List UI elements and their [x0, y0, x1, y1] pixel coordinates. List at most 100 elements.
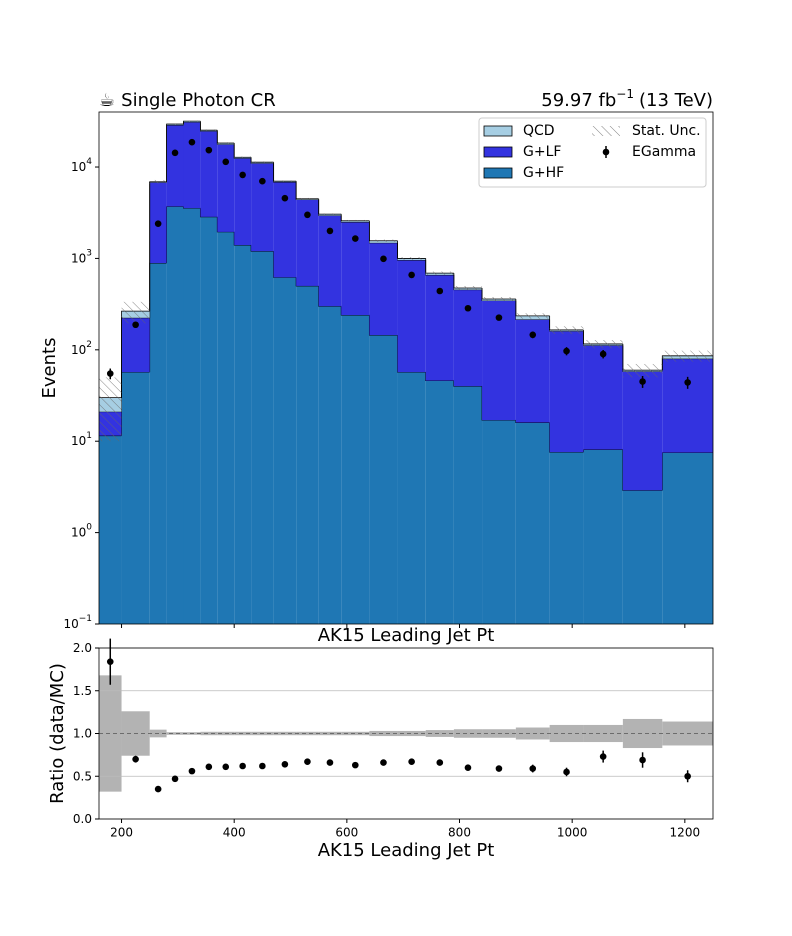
x-tick-label: 1000	[557, 826, 588, 840]
legend-swatch	[592, 126, 620, 136]
stat-unc-band	[453, 286, 483, 291]
data-point	[495, 314, 503, 321]
x-tick-label: 200	[110, 826, 133, 840]
title-text: Single Photon CR	[121, 90, 276, 111]
unc-band	[166, 732, 184, 735]
ratio-point	[171, 775, 179, 783]
stat-unc-band	[549, 326, 584, 334]
stat-unc-band	[234, 156, 252, 159]
data-point	[326, 227, 334, 235]
x-tick-label: 1200	[670, 826, 701, 840]
legend-box	[478, 117, 707, 188]
data-point	[239, 171, 246, 179]
ratio-point	[154, 785, 162, 793]
bar-segment	[515, 422, 550, 624]
bar-segment	[166, 125, 184, 207]
ratio-point	[222, 763, 230, 771]
data-point	[188, 138, 196, 146]
ratio-point	[205, 763, 213, 771]
stat-unc-band	[425, 271, 454, 275]
bar-segment	[273, 277, 297, 624]
bar-segment	[149, 263, 167, 624]
plot-frame	[98, 111, 714, 625]
segment-edge	[515, 420, 550, 423]
bar-segment	[622, 371, 663, 491]
bar-segment	[482, 420, 516, 624]
stat-unc-band	[200, 129, 218, 131]
legend-marker	[602, 148, 610, 156]
data-point	[154, 220, 162, 227]
y-tick-base: 10	[71, 342, 86, 356]
ratio-point	[304, 758, 311, 766]
segment-edge	[368, 315, 398, 336]
bar-segment	[453, 386, 483, 624]
unc-band	[200, 731, 218, 736]
data-point	[106, 370, 114, 377]
stat-unc-band	[273, 180, 297, 182]
legend-label: G+HF	[523, 165, 564, 181]
unc-band	[341, 731, 370, 736]
x-axis-label: AK15 Leading Jet Pt	[318, 625, 495, 646]
segment-edge	[397, 335, 426, 373]
ratio-point	[188, 767, 196, 775]
stat-unc-band	[121, 301, 150, 324]
y-tick-label: 103	[71, 248, 92, 265]
y-tick-label: 1.0	[73, 726, 92, 740]
bar-segment	[583, 449, 623, 624]
bar-segment	[217, 231, 235, 625]
unc-band	[622, 718, 663, 749]
unc-band	[296, 731, 319, 736]
unc-band	[318, 731, 342, 736]
y-tick-base: 10	[71, 434, 86, 448]
stat-unc-band	[341, 219, 370, 222]
stat-unc-band	[99, 377, 122, 442]
segment-edge	[340, 306, 370, 316]
stat-unc-band	[369, 239, 398, 242]
data-point	[529, 331, 537, 339]
data-point	[132, 321, 139, 329]
bar-segment	[425, 380, 454, 624]
y-tick-base: 10	[63, 617, 78, 631]
y-axis-label: Events	[39, 338, 60, 399]
stat-unc-band	[251, 161, 274, 163]
bar-segment	[318, 306, 342, 624]
y-tick-label: 1.5	[73, 683, 92, 697]
stat-unc-band	[166, 123, 184, 125]
bar-segment	[662, 358, 713, 453]
legend-label: QCD	[523, 123, 555, 139]
unc-band	[425, 730, 454, 737]
y-tick-exponent: 2	[86, 339, 92, 349]
ratio-point	[599, 753, 607, 760]
bar-segment	[234, 245, 252, 625]
data-point	[380, 255, 387, 263]
ratio-point	[132, 755, 139, 763]
y-tick-base: 10	[71, 160, 86, 174]
data-point	[436, 287, 444, 295]
data-point	[171, 149, 179, 157]
unc-band	[99, 675, 122, 792]
y-tick-label: 10−1	[63, 614, 92, 631]
bar-segment	[397, 260, 426, 373]
data-point	[684, 379, 691, 386]
lumi-label: 59.97 fb−1 (13 TeV)	[541, 87, 713, 112]
legend-label: Stat. Unc.	[632, 123, 701, 139]
bar-segment	[183, 208, 201, 625]
bar-segment	[166, 206, 184, 624]
y-tick-label: 100	[71, 522, 92, 539]
y-tick-label: 102	[71, 339, 92, 356]
bar-segment	[273, 182, 297, 278]
y-tick-exponent: 1	[86, 431, 92, 441]
legend-swatch	[483, 125, 513, 137]
bar-segment	[622, 490, 663, 624]
data-point	[639, 378, 646, 385]
y-tick-label: 2.0	[73, 641, 92, 655]
legend-swatch	[483, 146, 513, 158]
ratio-point	[464, 764, 472, 771]
bar-segment	[583, 345, 623, 450]
bar-segment	[318, 215, 342, 307]
legend-label: EGamma	[632, 144, 696, 160]
y-tick-base: 1.5	[73, 683, 92, 697]
bar-segment	[296, 199, 319, 286]
y-tick-exponent: −1	[79, 614, 92, 624]
